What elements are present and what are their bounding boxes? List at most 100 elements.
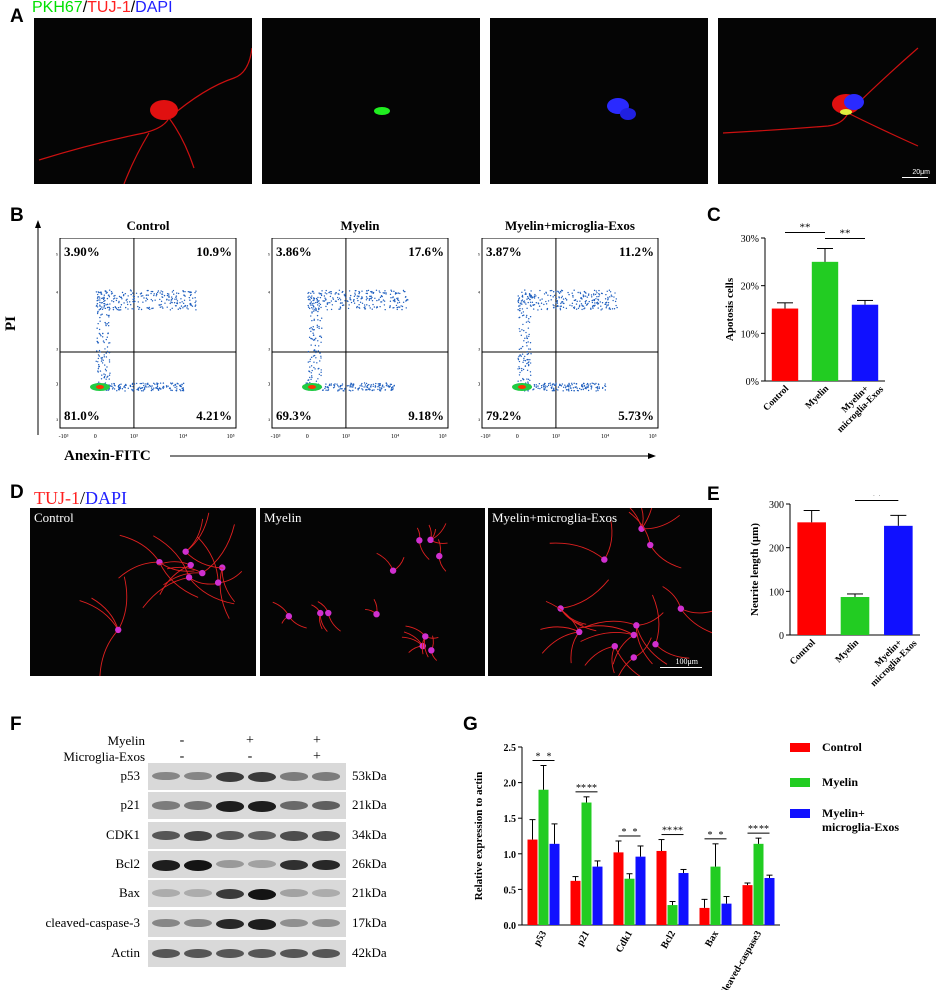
flow-event-dot [544,385,547,387]
flow-event-dot [311,376,313,379]
blot-band [216,772,244,782]
y-tick-label: 30% [741,234,759,245]
flow-event-dot [521,295,524,298]
flow-event-dot [103,296,105,299]
blot-band [184,831,212,841]
flow-event-dot [605,303,607,305]
flow-event-dot [340,388,343,390]
y-tick-label: 10% [741,329,759,340]
flow-event-dot [373,306,376,308]
flow-event-dot [532,304,534,307]
flow-event-dot [565,307,568,310]
flow-event-dot [529,362,532,364]
flow-event-dot [520,347,522,349]
flow-event-dot [566,389,568,391]
flow-event-dot [389,293,392,296]
flow-event-dot [310,356,313,359]
flow-event-dot [113,295,115,297]
flow-event-dot [547,294,549,296]
flow-event-dot [133,295,135,298]
flow-event-dot [106,314,108,316]
flow-event-dot [182,307,184,309]
flow-event-dot [596,295,598,298]
neurite [188,577,216,585]
flow-event-dot [555,307,557,309]
flow-event-dot [321,327,323,329]
flow-event-dot [598,293,600,295]
flow-event-dot [518,328,521,330]
flow-event-dot [320,294,323,297]
flow-event-dot [392,388,394,391]
flow-event-dot [171,297,174,300]
flow-event-dot [528,348,530,350]
flow-event-dot [344,296,347,298]
flow-event-dot [312,332,314,334]
flow-event-dot [368,387,370,389]
flow-event-dot [309,360,311,363]
flow-event-dot [312,334,315,336]
flow-event-dot [106,323,109,325]
flow-event-dot [384,290,386,292]
flow-event-dot [98,355,101,357]
flow-event-dot [370,385,372,387]
flow-event-dot [357,389,359,391]
neurite [635,625,653,665]
flow-event-dot [348,389,351,391]
flow-event-dot [390,389,392,392]
flow-event-dot [591,306,594,308]
bar [613,852,624,925]
flow-event-dot [180,305,183,307]
y-tick-label: 10⁵ [56,253,58,259]
blot-band [248,831,276,841]
blot-band [184,919,212,928]
flow-event-dot [320,357,322,359]
flow-event-dot [319,292,322,295]
flow-event-dot [309,327,311,330]
flow-event-dot [337,298,340,301]
flow-event-dot [527,320,529,323]
flow-event-dot [521,314,524,317]
flow-event-dot [170,301,172,303]
neuron-soma [185,574,193,581]
flow-event-dot [526,337,528,339]
flow-event-dot [161,293,163,295]
quadrant-percent: 4.21% [196,408,232,423]
image-label-myelin: Myelin [264,510,302,525]
scale-bar-d: 100μm [675,657,698,666]
flow-event-dot [105,338,107,341]
neurite [570,631,580,664]
legend-label: Control [822,740,862,754]
panel-label-b: B [10,205,24,226]
flow-event-dot [560,302,562,305]
flow-event-dot [115,299,118,302]
flow-event-dot [390,290,393,292]
flow-event-dot [315,351,317,354]
flow-event-dot [159,292,161,294]
flow-event-dot [560,291,562,293]
flow-event-dot [166,293,169,295]
flow-event-dot [369,295,371,298]
flow-event-dot [558,296,560,298]
flow-event-dot [319,303,322,306]
blot-band [152,889,180,897]
flow-event-dot [179,384,181,387]
flow-event-dot [598,289,600,292]
flow-event-dot [182,382,185,385]
flow-event-dot [521,299,524,301]
flow-event-dot [528,318,530,320]
neuron-soma [576,628,583,636]
neurite [584,645,615,666]
flow-event-dot [605,301,608,304]
flow-event-dot [598,295,600,298]
flow-event-dot [99,301,101,304]
flow-event-dot [120,383,122,385]
flow-event-dot [349,386,351,388]
flow-event-dot [317,350,319,352]
flow-event-dot [567,291,569,294]
x-tick-label: 10⁵ [439,434,447,440]
flow-event-dot [323,295,326,297]
x-tick-label: Cleaved-caspase3 [717,929,764,990]
neurite [99,629,119,676]
flow-event-dot [148,384,151,387]
flow-event-dot [528,335,530,338]
